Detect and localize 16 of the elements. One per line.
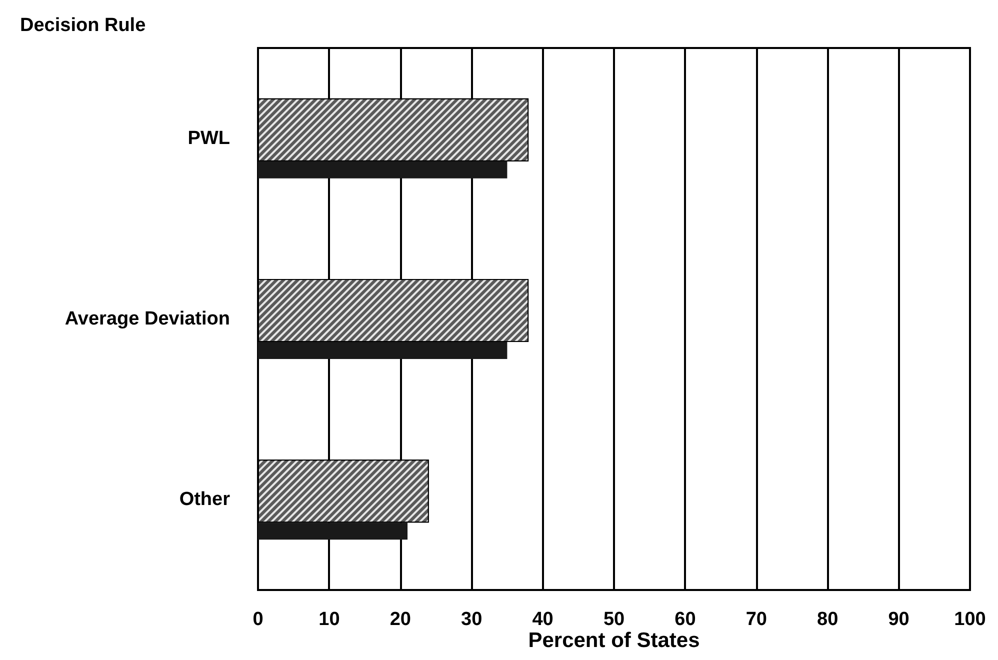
x-tick-label: 100 [954,609,986,630]
y-tick-label: PWL [188,128,230,149]
x-tick-label: 80 [817,609,838,630]
y-tick-label: Other [179,489,231,510]
x-tick-label: 0 [252,609,264,630]
x-axis-title: Percent of States [528,629,700,652]
x-tick-label: 40 [532,609,554,630]
x-tick-label: 30 [461,609,482,630]
x-tick-label: 10 [318,609,340,630]
x-tick-label: 20 [390,609,411,630]
x-tick-label: 90 [888,609,910,630]
x-tick-label: 70 [746,609,767,630]
x-tick-label: 50 [603,609,625,630]
y-tick-label: Average Deviation [64,308,230,330]
x-tick-label: 60 [674,609,696,630]
y-axis-title: Decision Rule [20,15,146,36]
